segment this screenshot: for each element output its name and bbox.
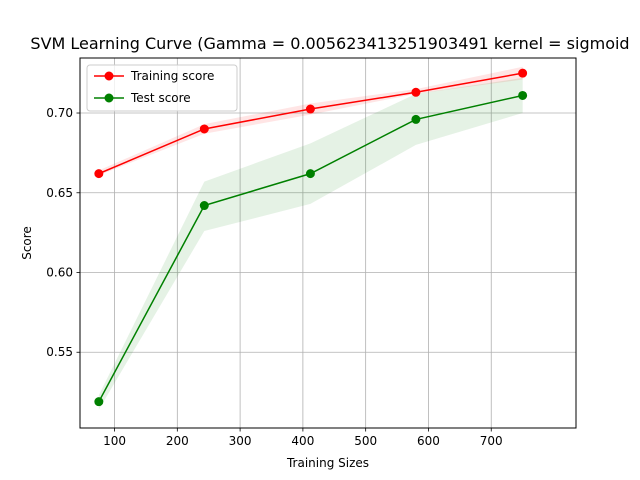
legend-training-score-label: Training score	[130, 69, 214, 83]
test-score-point	[411, 114, 421, 124]
training-score-point	[518, 68, 528, 78]
x-axis-label: Training Sizes	[286, 456, 369, 470]
test-score-point	[518, 90, 528, 100]
plot-frame	[79, 57, 577, 429]
x-tick-label: 100	[103, 434, 126, 448]
chart-title: SVM Learning Curve (Gamma = 0.0056234132…	[30, 34, 629, 53]
grid	[80, 58, 576, 428]
training-score-point	[305, 104, 315, 114]
legend-training-score-marker	[104, 71, 114, 81]
x-tick-label: 500	[354, 434, 377, 448]
y-tick-label: 0.70	[46, 106, 73, 120]
x-tick-label: 600	[417, 434, 440, 448]
x-tick-label: 700	[480, 434, 503, 448]
test-score-point	[199, 201, 209, 211]
y-tick-label: 0.60	[46, 266, 73, 280]
legend: Training score Test score	[86, 64, 238, 112]
plot-area	[80, 58, 576, 428]
legend-box	[86, 64, 238, 112]
y-axis-ticks: 0.55 0.60 0.65 0.70	[46, 106, 80, 359]
x-tick-label: 300	[229, 434, 252, 448]
y-tick-label: 0.65	[46, 186, 73, 200]
training-score-point	[199, 124, 209, 134]
x-tick-label: 200	[166, 434, 189, 448]
legend-test-score-label: Test score	[130, 91, 191, 105]
x-tick-label: 400	[291, 434, 314, 448]
series-markers	[94, 68, 528, 407]
legend-test-score-marker	[104, 93, 114, 103]
training-score-point	[94, 169, 104, 179]
training-score-band	[98, 66, 523, 176]
training-score-point	[411, 87, 421, 97]
y-tick-label: 0.55	[46, 345, 73, 359]
test-score-point	[94, 397, 104, 407]
y-axis-label: Score	[20, 226, 34, 260]
test-score-point	[305, 169, 315, 179]
x-axis-ticks: 100 200 300 400 500 600 700	[103, 428, 503, 448]
